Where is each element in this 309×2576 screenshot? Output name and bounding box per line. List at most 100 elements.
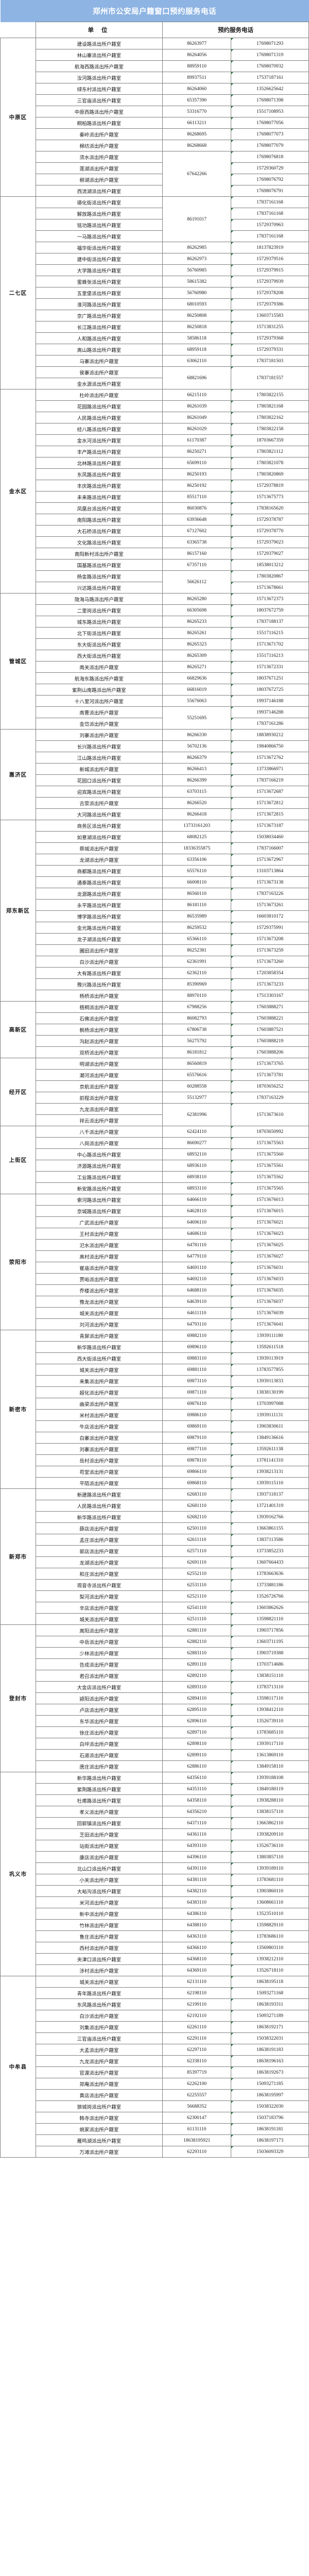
fixed-phone-cell: 65699110: [162, 457, 232, 469]
fixed-phone-cell: 63356106: [162, 854, 232, 866]
mobile-phone-cell: 13608661110: [231, 1896, 309, 1908]
table-row: 兴达路派出所户籍室 15713678661: [1, 582, 309, 594]
mobile-phone-cell: 15517108953: [231, 106, 309, 117]
mobile-phone-cell: 18638196163: [231, 2055, 309, 2067]
table-row: 人和路派出所户籍室 58586118 15729379368: [1, 332, 309, 344]
table-row: 杨金路派出所户籍室 56626112 17803820867: [1, 570, 309, 594]
fixed-phone-cell: 62255557: [162, 2089, 232, 2101]
fixed-phone-cell: 69866110: [162, 1466, 232, 1478]
unit-cell: 蜜蜂张派出所户籍室: [35, 276, 163, 287]
mobile-phone-cell: 15713672762: [231, 752, 309, 764]
unit-cell: 南阳路派出所户籍室: [35, 514, 163, 526]
mobile-phone-cell: 17803820867: [231, 570, 309, 582]
mobile-phone-cell: 13939113833: [231, 1375, 309, 1387]
table-row: 新密市 青屏派出所户籍室 69882110 13939111180: [0, 1330, 309, 1489]
mobile-phone-cell: 17837163226: [231, 888, 309, 900]
page-title: 郑州市公安局户籍窗口预约服务电话: [0, 0, 309, 22]
mobile-phone-cell: 18703656252: [231, 1080, 309, 1092]
table-row: 城关派出所户籍室 69881110 13783577855: [1, 1364, 309, 1376]
unit-cell: 青年路派出所户籍室: [35, 1987, 163, 1999]
mobile-phone-cell: 13526736110: [231, 1840, 309, 1852]
unit-cell: 永平路派出所户籍室: [35, 899, 163, 911]
table-row: 北下街派出所户籍室 86265261 15517116215: [1, 627, 309, 639]
unit-cell: 城关派出所户籍室: [35, 1307, 163, 1319]
unit-cell: 潮河派出所户籍室: [35, 1069, 163, 1081]
fixed-phone-cell: 64611110: [162, 1307, 232, 1319]
fixed-phone-cell: 62501110: [162, 1522, 232, 1534]
unit-cell: 东风路派出所户籍室: [35, 468, 163, 480]
fixed-phone-cell: 86268695: [162, 128, 232, 140]
unit-cell: 大有路派出所户籍室: [35, 967, 163, 979]
fixed-phone-cell: 56688352: [162, 2100, 232, 2112]
mobile-phone-cell: 15713678661: [231, 582, 309, 594]
mobile-phone-cell: 18638193311: [231, 1998, 309, 2010]
table-row: 姚家派出所户籍室 61131110 18638191181: [1, 2123, 309, 2135]
fixed-phone-cell: 62293110: [162, 2146, 232, 2158]
fixed-phone-cell: 86261039: [162, 400, 232, 412]
table-row: 岳村派出所户籍室 69878110 13781141310: [1, 1454, 309, 1466]
fixed-phone-cell: 64371110: [162, 1817, 232, 1829]
table-row: 郭店派出所户籍室 62571110 13733852233: [1, 1545, 309, 1557]
unit-cell: 刘河派出所户籍室: [35, 1318, 163, 1330]
unit-cell: 解放路派出所户籍室: [35, 208, 163, 219]
fixed-phone-cell: 60288558: [162, 1080, 232, 1092]
fixed-phone-cell: 62424110: [162, 1126, 232, 1138]
unit-cell: 枫杨派出所户籍室: [35, 1024, 163, 1036]
table-row: 贾峪派出所户籍室 64692110 15713676033: [1, 1273, 309, 1285]
table-row: 王村派出所户籍室 64686110 15713676023: [1, 1228, 309, 1240]
table-row: 颍阳派出所户籍室 62894110 13598117110: [1, 1692, 309, 1704]
fixed-phone-cell: 56626112: [162, 570, 232, 594]
unit-cell: 龙湖派出所户籍室: [35, 1556, 163, 1568]
table-row: 长江路派出所户籍室 86250818 15713831255: [1, 321, 309, 333]
unit-cell: 曲梁派出所户籍室: [35, 1398, 163, 1410]
unit-cell: 青屏派出所户籍室: [35, 1330, 163, 1342]
mobile-phone-cell: 17603888221: [231, 1012, 309, 1024]
mobile-phone-cell: 17698071398: [231, 94, 309, 106]
fixed-phone-cell: 86082793: [162, 1012, 232, 1024]
district-cell: 惠济区: [0, 729, 36, 820]
mobile-phone-cell: 15036093329: [231, 2146, 309, 2158]
fixed-phone-cell: 86191017: [162, 196, 232, 242]
fixed-phone-cell: 62552110: [162, 1568, 232, 1580]
table-row: 二七区 德化街派出所户籍室 86191017 17837161168: [0, 196, 309, 389]
mobile-phone-cell: 13703997088: [231, 1398, 309, 1410]
table-row: 福华街派出所户籍室 86262985 18137823919: [1, 242, 309, 253]
table-row: 高新区 梧桐派出所户籍室 67988256 17603888271: [0, 1001, 309, 1058]
unit-cell: 东华派出所户籍室: [35, 1715, 163, 1727]
fixed-phone-cell: 62882110: [162, 1636, 232, 1648]
unit-cell: 迎宾路派出所户籍室: [35, 786, 163, 798]
mobile-phone-cell: 15729378787: [231, 514, 309, 526]
mobile-phone-cell: 18638195997: [231, 2089, 309, 2101]
mobile-phone-cell: 17803821112: [231, 446, 309, 457]
table-row: 新安路派出所户籍室 68933110 15713675565: [1, 1182, 309, 1194]
mobile-phone-cell: 17803821078: [231, 457, 309, 469]
mobile-phone-cell: 13783713110: [231, 1681, 309, 1693]
mobile-phone-cell: 13938209110: [231, 1828, 309, 1840]
table-row: 鲁庄派出所户籍室 64363110 13783686110: [1, 1930, 309, 1942]
fixed-phone-cell: 86265280: [162, 593, 232, 605]
mobile-phone-cell: 15038322031: [231, 2032, 309, 2044]
table-row: 芝田派出所户籍室 64361110 13938209110: [1, 1828, 309, 1840]
mobile-phone-cell: 17603888271: [231, 1001, 309, 1013]
table-row: 一马路派出所户籍室 17837161168: [1, 230, 309, 242]
mobile-phone-cell: 15713676033: [231, 1273, 309, 1285]
mobile-phone-cell: 18638192171: [231, 2021, 309, 2033]
mobile-phone-cell: 17698071319: [231, 49, 309, 61]
unit-cell: 前程派出所户籍室: [35, 1092, 163, 1104]
mobile-phone-cell: 13598117110: [231, 1692, 309, 1704]
table-row: 通泰路派出所户籍室 66008110 15713673138: [1, 876, 309, 888]
mobile-phone-cell: 15517116213: [231, 650, 309, 662]
unit-cell: 铭功路派出所户籍室: [35, 219, 163, 231]
table-row: 嵩山路派出所户籍室 68959118 15729379331: [1, 344, 309, 355]
table-row: 林山寨派出所户籍室 86264056 17698071319: [1, 49, 309, 61]
fixed-phone-cell: 64793110: [162, 1318, 232, 1330]
fixed-phone-cell: 69878110: [162, 1454, 232, 1466]
mobile-phone-cell: 18638191183: [231, 2044, 309, 2056]
fixed-phone-cell: 55676063: [162, 695, 232, 707]
table-row: 龙子湖派出所户籍室 65366110 15713673208: [1, 933, 309, 945]
fixed-phone-cell: 62897110: [162, 1726, 232, 1738]
table-row: 杜甫路派出所户籍室 64358110 13938288110: [1, 1794, 309, 1806]
unit-cell: 豫龙派出所户籍室: [35, 1296, 163, 1308]
district-cell: 经开区: [0, 1058, 36, 1126]
unit-cell: 文化路派出所户籍室: [35, 536, 163, 548]
